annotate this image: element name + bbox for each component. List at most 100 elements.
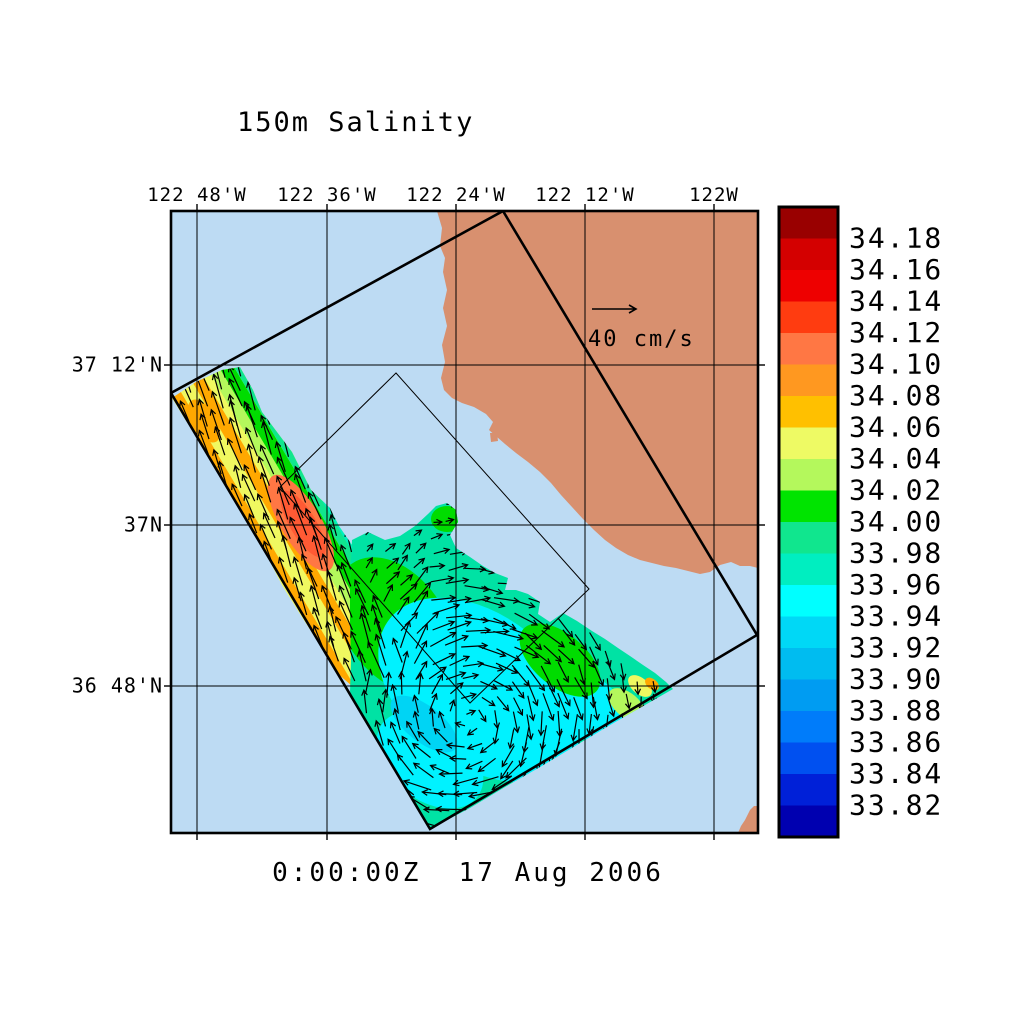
colorbar-label: 34.12 (849, 316, 943, 349)
colorbar: 34.1834.1634.1434.1234.1034.0834.0634.04… (777, 205, 943, 839)
current-arrow (307, 491, 322, 520)
current-arrow (491, 775, 512, 791)
inner-domain-boundary (279, 372, 590, 704)
current-arrow (413, 581, 432, 603)
colorbar-label: 33.96 (849, 568, 943, 601)
current-arrow (414, 566, 429, 585)
current-arrow (356, 649, 367, 682)
current-arrow (448, 563, 469, 571)
current-arrow (386, 557, 400, 569)
salinity-band (193, 367, 410, 686)
current-arrow (511, 681, 525, 699)
current-arrow (449, 699, 456, 712)
current-arrow (492, 725, 500, 745)
current-arrow (431, 673, 443, 695)
colorbar-label: 33.92 (849, 631, 943, 664)
current-arrow (429, 707, 436, 727)
current-arrow (261, 420, 272, 455)
colorbar-band (779, 333, 838, 365)
y-tick-label: 37N (124, 513, 163, 537)
current-arrow (233, 464, 242, 488)
colorbar-band (779, 648, 838, 680)
current-arrow (336, 564, 351, 599)
current-arrow (276, 508, 291, 540)
current-arrow (605, 678, 613, 701)
current-arrow (262, 512, 276, 539)
velocity-scale: 40 cm/s (588, 304, 693, 352)
current-arrow (430, 631, 457, 648)
colorbar-label: 34.02 (849, 474, 943, 507)
current-arrow (589, 646, 599, 666)
current-arrow (634, 681, 642, 696)
current-arrow (574, 677, 588, 700)
current-arrow (573, 697, 584, 721)
current-arrow (411, 742, 431, 759)
current-arrow (257, 455, 270, 486)
colorbar-label: 34.18 (849, 222, 943, 255)
current-arrow (215, 367, 226, 378)
current-arrow (228, 399, 242, 439)
colorbar-band (779, 742, 838, 775)
current-arrow (323, 536, 339, 570)
islet (490, 433, 498, 442)
current-arrow (448, 755, 467, 762)
current-arrow (562, 629, 576, 646)
current-arrow (342, 631, 355, 663)
current-arrow (541, 630, 566, 648)
current-arrow (241, 473, 256, 502)
current-arrow (514, 599, 536, 609)
x-tick-label: 122 24'W (406, 184, 506, 206)
current-arrow (445, 671, 467, 680)
current-arrow (217, 460, 227, 486)
outer-domain-boundary (171, 211, 758, 831)
current-arrow (438, 770, 463, 778)
current-arrow (466, 727, 478, 736)
current-arrow (620, 677, 627, 694)
current-arrow (507, 729, 515, 750)
current-arrow (570, 714, 578, 742)
current-arrow (260, 414, 274, 441)
x-tick-label: 122 48'W (147, 184, 247, 206)
current-arrow (360, 604, 371, 632)
current-arrow (231, 482, 243, 507)
current-arrow (436, 790, 463, 798)
current-arrow (433, 547, 451, 555)
current-arrow (528, 613, 551, 630)
colorbar-label: 33.84 (849, 757, 943, 790)
current-arrow (496, 648, 522, 662)
colorbar-band (779, 711, 838, 743)
current-arrow (464, 595, 492, 604)
current-arrow (526, 714, 534, 741)
current-arrow (262, 540, 274, 566)
current-arrow (471, 776, 499, 787)
current-arrow (339, 544, 352, 570)
current-arrow (179, 400, 190, 423)
current-arrow (243, 493, 255, 518)
current-arrow (512, 711, 520, 734)
current-arrow (292, 556, 304, 586)
current-arrow (338, 584, 353, 618)
current-arrow (433, 727, 448, 743)
current-arrow (309, 584, 320, 616)
current-arrow (294, 465, 306, 490)
current-arrow (396, 753, 414, 776)
current-arrow (452, 777, 479, 787)
current-arrow (311, 534, 323, 570)
current-arrow (327, 605, 337, 632)
current-arrow (312, 624, 324, 648)
current-arrow (432, 620, 456, 631)
current-arrow (244, 426, 258, 457)
current-arrow (376, 698, 387, 727)
current-arrow (197, 398, 208, 427)
current-arrow (586, 714, 593, 736)
current-arrow (480, 680, 499, 690)
current-arrow (514, 646, 540, 659)
current-arrow (462, 660, 485, 668)
current-arrow (428, 666, 447, 680)
current-arrow (435, 805, 467, 813)
current-arrow (462, 672, 480, 680)
current-arrow (248, 513, 258, 534)
current-arrow (444, 634, 469, 646)
current-arrow (477, 757, 496, 773)
